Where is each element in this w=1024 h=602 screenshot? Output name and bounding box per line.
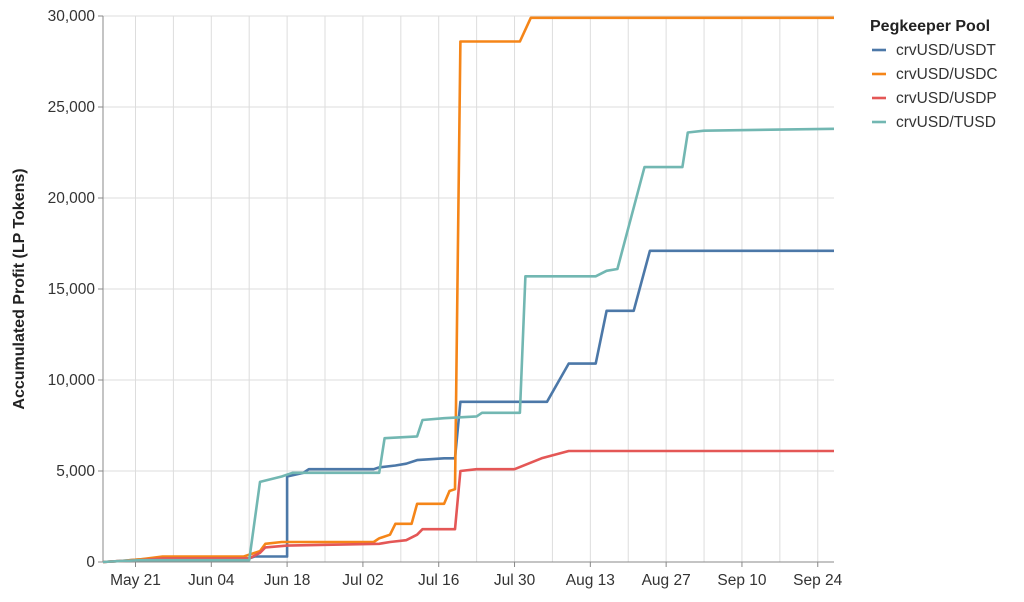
- legend-label: crvUSD/TUSD: [896, 114, 996, 131]
- x-tick-label: Sep 10: [717, 572, 767, 589]
- legend: Pegkeeper Pool crvUSD/USDT crvUSD/USDC crv…: [870, 18, 998, 131]
- y-tick-label: 5,000: [56, 463, 95, 480]
- series: [102, 16, 835, 564]
- series-line-crvusd-usdc: [102, 16, 834, 564]
- legend-label: crvUSD/USDT: [896, 42, 996, 59]
- x-tick-label: Aug 13: [566, 572, 615, 589]
- legend-title: Pegkeeper Pool: [870, 18, 990, 35]
- x-tick-label: Jul 02: [342, 572, 383, 589]
- x-tick-label: May 21: [110, 572, 161, 589]
- x-tick-label: Jul 30: [494, 572, 536, 589]
- legend-label: crvUSD/USDC: [896, 66, 998, 83]
- y-tick-label: 30,000: [48, 8, 96, 25]
- series-line-crvusd-usdp: [102, 449, 834, 564]
- axes: Accumulated Profit (LP Tokens) 0 5,000 10,…: [11, 8, 843, 589]
- x-tick-label: Sep 24: [793, 572, 843, 589]
- legend-label: crvUSD/USDP: [896, 90, 997, 107]
- series-line-crvusd-tusd: [102, 127, 835, 564]
- x-tick-label: Jul 16: [418, 572, 459, 589]
- x-tick-label: Jun 04: [188, 572, 235, 589]
- grid: [103, 15, 834, 563]
- x-tick-label: Aug 27: [642, 572, 691, 589]
- y-tick-label: 10,000: [48, 372, 96, 389]
- y-tick-label: 15,000: [48, 281, 96, 298]
- y-tick-label: 20,000: [48, 190, 96, 207]
- y-tick-label: 25,000: [48, 99, 96, 116]
- series-line-crvusd-usdt: [102, 249, 834, 564]
- y-axis-title: Accumulated Profit (LP Tokens): [11, 168, 28, 409]
- x-tick-label: Jun 18: [264, 572, 311, 589]
- y-tick-label: 0: [86, 554, 95, 571]
